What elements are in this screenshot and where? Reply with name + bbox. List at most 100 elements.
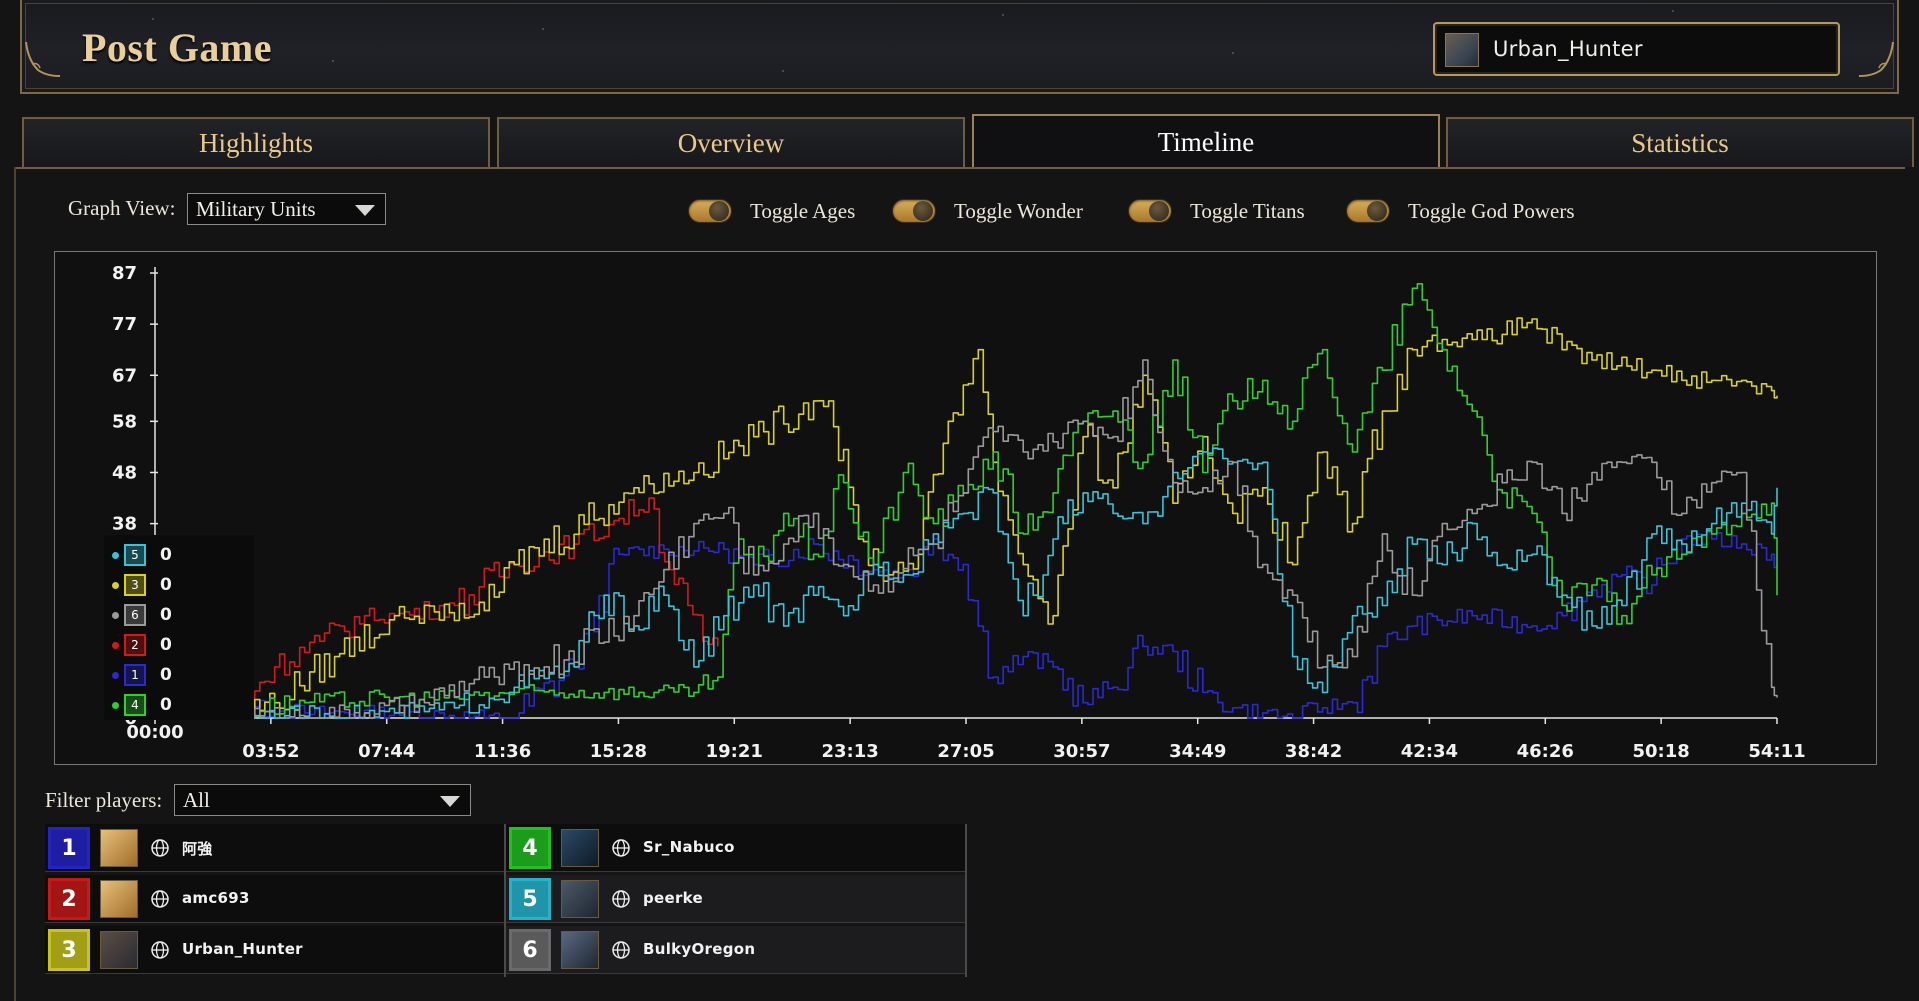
globe-icon xyxy=(612,839,630,857)
filter-players-label: Filter players: xyxy=(45,788,163,812)
player-name: 阿強 xyxy=(182,840,213,858)
toggle-label: Toggle Ages xyxy=(750,198,856,223)
player-number-badge: 4 xyxy=(509,827,551,869)
x-tick-label: 03:52 xyxy=(242,741,299,762)
player-avatar xyxy=(561,931,599,969)
legend-player-number: 5 xyxy=(124,544,146,566)
chevron-down-icon xyxy=(355,205,375,216)
legend-value: 0 xyxy=(160,665,172,685)
star-decoration xyxy=(152,18,154,20)
x-tick-label: 23:13 xyxy=(821,741,878,762)
post-game-header: Post Game Urban_Hunter xyxy=(20,0,1899,94)
x-tick-label: 27:05 xyxy=(937,741,994,762)
x-tick-label: 54:11 xyxy=(1748,741,1805,762)
page-title: Post Game xyxy=(82,25,273,70)
x-tick-label: 50:18 xyxy=(1632,741,1689,762)
legend-dot-icon xyxy=(112,611,119,619)
player-avatar xyxy=(561,829,599,867)
player-avatar xyxy=(100,880,138,918)
globe-icon xyxy=(612,941,630,959)
content-frame xyxy=(14,167,16,1001)
player-name: amc693 xyxy=(182,889,250,907)
tab-highlights[interactable]: Highlights xyxy=(22,117,490,167)
toggle-switch[interactable] xyxy=(1128,199,1172,223)
series-line-player-1 xyxy=(155,531,1778,719)
legend-dot-icon xyxy=(112,671,119,679)
toggle-switch[interactable] xyxy=(892,199,936,223)
current-player-box: Urban_Hunter xyxy=(1433,22,1840,76)
globe-icon xyxy=(151,839,169,857)
chevron-down-icon xyxy=(440,796,460,807)
player-row-3[interactable]: 3 Urban_Hunter xyxy=(45,926,505,974)
player-number-badge: 1 xyxy=(48,827,90,869)
tab-label: Overview xyxy=(677,127,785,158)
y-tick-label: 67 xyxy=(112,365,137,386)
player-number-badge: 2 xyxy=(48,878,90,920)
legend-value: 0 xyxy=(160,545,172,565)
player-number-badge: 6 xyxy=(509,929,551,971)
graph-view-dropdown[interactable]: Military Units xyxy=(187,193,386,225)
player-number-badge: 3 xyxy=(48,929,90,971)
series-line-player-6 xyxy=(155,359,1778,719)
globe-icon xyxy=(151,890,169,908)
x-tick-label: 15:28 xyxy=(590,741,647,762)
toggle-label: Toggle Wonder xyxy=(954,198,1083,223)
legend-value: 0 xyxy=(160,605,172,625)
legend-player-number: 1 xyxy=(124,664,146,686)
toggle-titans[interactable]: Toggle Titans xyxy=(1128,196,1305,226)
series-line-player-3 xyxy=(155,317,1778,719)
tab-statistics[interactable]: Statistics xyxy=(1446,117,1914,167)
player-number-badge: 5 xyxy=(509,878,551,920)
filter-players-dropdown[interactable]: All xyxy=(174,784,471,816)
timeline-chart-svg: 09192938485867778700:0003:5207:4411:3615… xyxy=(112,263,1806,762)
y-tick-label: 77 xyxy=(112,314,137,335)
timeline-chart[interactable]: 09192938485867778700:0003:5207:4411:3615… xyxy=(54,251,1877,765)
player-name: peerke xyxy=(643,889,704,907)
tab-label: Statistics xyxy=(1631,127,1729,158)
player-avatar xyxy=(1445,33,1479,67)
toggle-switch[interactable] xyxy=(688,199,732,223)
x-tick-label: 19:21 xyxy=(706,741,763,762)
legend-value: 0 xyxy=(160,575,172,595)
players-list: 1 阿強 4 Sr_Nabuco 2 amc693 5 peerke 3 Urban_Hunter… xyxy=(45,824,967,979)
globe-icon xyxy=(612,890,630,908)
player-row-5[interactable]: 5 peerke xyxy=(506,875,966,923)
player-row-6[interactable]: 6 BulkyOregon xyxy=(506,926,966,974)
x-tick-label: 42:34 xyxy=(1401,741,1458,762)
star-decoration xyxy=(1672,10,1674,12)
player-avatar xyxy=(561,880,599,918)
player-row-4[interactable]: 4 Sr_Nabuco xyxy=(506,824,966,872)
toggle-switch[interactable] xyxy=(1346,199,1390,223)
x-tick-label: 00:00 xyxy=(126,722,183,743)
legend-value: 0 xyxy=(160,695,172,715)
x-tick-label: 30:57 xyxy=(1053,741,1110,762)
player-row-2[interactable]: 2 amc693 xyxy=(45,875,505,923)
toggle-ages[interactable]: Toggle Ages xyxy=(688,196,855,226)
legend-player-number: 3 xyxy=(124,574,146,596)
star-decoration xyxy=(1002,14,1004,16)
toggle-wonder[interactable]: Toggle Wonder xyxy=(892,196,1083,226)
column-divider xyxy=(965,824,967,977)
legend-value: 0 xyxy=(160,635,172,655)
legend-dot-icon xyxy=(112,551,119,559)
x-tick-label: 46:26 xyxy=(1517,741,1574,762)
series-line-player-4 xyxy=(155,283,1778,719)
toggle-god-powers[interactable]: Toggle God Powers xyxy=(1346,196,1575,226)
tab-overview[interactable]: Overview xyxy=(497,117,965,167)
player-name: Sr_Nabuco xyxy=(643,838,735,856)
star-decoration xyxy=(542,28,544,30)
tab-timeline[interactable]: Timeline xyxy=(972,114,1440,169)
legend-dot-icon xyxy=(112,701,119,709)
player-row-1[interactable]: 1 阿強 xyxy=(45,824,505,872)
toggle-label: Toggle Titans xyxy=(1190,198,1305,223)
legend-dot-icon xyxy=(112,581,119,589)
tab-label: Highlights xyxy=(198,127,313,158)
ornament-left-icon xyxy=(25,41,61,77)
